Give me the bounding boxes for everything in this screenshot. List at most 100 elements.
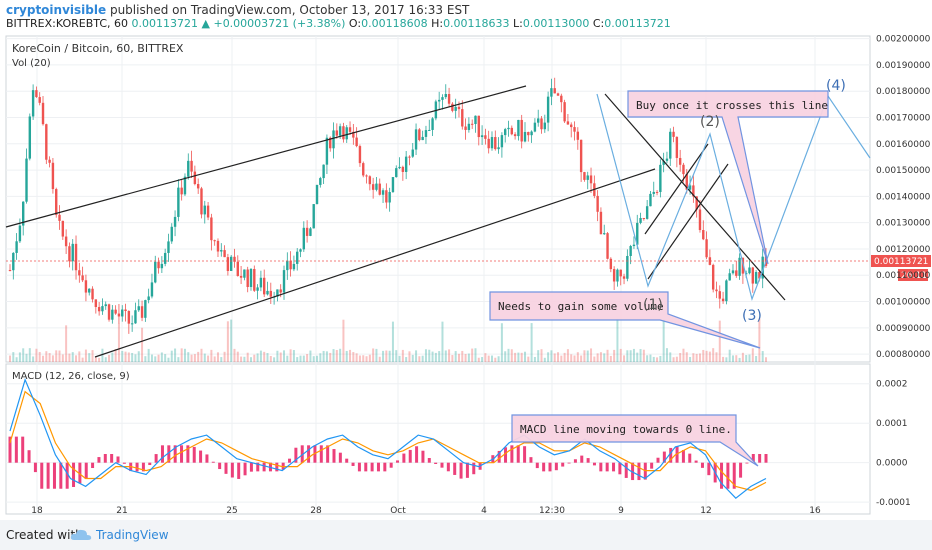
volume-bar — [626, 350, 629, 362]
candle-body — [84, 280, 88, 293]
macd-histogram-bar — [243, 462, 247, 476]
candle-body — [312, 204, 315, 229]
volume-bar — [75, 355, 78, 362]
macd-pane[interactable] — [5, 363, 871, 515]
candle-body — [688, 185, 692, 190]
macd-histogram-bar — [338, 452, 342, 463]
candle-body — [484, 135, 487, 139]
volume-bar — [216, 352, 219, 362]
volume-bar — [213, 356, 216, 362]
time-tick-label: 4 — [481, 506, 487, 516]
macd-histogram-bar — [370, 462, 374, 472]
volume-bar — [573, 355, 576, 362]
volume-bar — [355, 353, 358, 362]
candle-body — [678, 157, 682, 165]
candle-body — [107, 304, 111, 320]
volume-bar — [375, 348, 378, 362]
candle-body — [157, 261, 160, 269]
macd-histogram-bar — [516, 445, 520, 463]
volume-bar — [253, 354, 256, 362]
macd-histogram-bar — [681, 449, 685, 463]
volume-bar — [306, 354, 309, 362]
volume-bar — [596, 353, 599, 362]
volume-bar — [197, 351, 200, 362]
volume-bar — [296, 357, 299, 362]
macd-histogram-bar — [421, 450, 425, 463]
candle-body — [229, 256, 233, 271]
volume-bar — [335, 350, 338, 362]
candle-body — [345, 127, 348, 140]
wave-label-3: (3) — [742, 308, 762, 324]
candle-body — [507, 127, 510, 130]
volume-bar — [606, 349, 609, 362]
candle-body — [639, 218, 642, 223]
volume-bar — [461, 350, 464, 362]
volume-bar — [273, 357, 276, 362]
volume-bar — [751, 348, 754, 362]
author-link[interactable]: cryptoinvisible — [6, 3, 107, 17]
volume-bar — [613, 349, 616, 362]
candle-body — [253, 268, 256, 291]
volume-bar — [391, 321, 394, 362]
volume-bar — [451, 355, 454, 362]
volume-bar — [722, 356, 725, 362]
macd-histogram-bar — [408, 449, 412, 463]
macd-histogram-bar — [688, 453, 692, 463]
candle-body — [517, 119, 520, 137]
candle-body — [494, 137, 497, 150]
volume-bar — [187, 352, 190, 362]
volume-bar — [524, 351, 527, 362]
macd-histogram-bar — [618, 462, 622, 475]
candle-body — [642, 218, 646, 220]
volume-bar — [193, 354, 196, 362]
time-axis[interactable]: 18 21 25 28 Oct 4 12:30 9 12 16 — [31, 506, 821, 516]
tradingview-cloud-icon — [70, 529, 92, 540]
volume-bar — [405, 357, 408, 362]
candle-body — [203, 205, 206, 215]
volume-bar — [629, 350, 632, 362]
volume-bar — [500, 323, 503, 362]
price-axis[interactable]: 0.00200000 0.00190000 0.00180000 0.00170000… — [876, 35, 931, 360]
candle-body — [652, 191, 655, 194]
candle-body — [381, 190, 385, 195]
chart-canvas[interactable]: 0.00113721 26:11 KoreCoin / Bitcoin, 60,… — [0, 34, 932, 520]
volume-bar — [609, 355, 612, 362]
volume-bar — [547, 352, 550, 362]
tradingview-link[interactable]: TradingView — [96, 528, 169, 542]
candle-body — [669, 131, 672, 159]
channel-bottom-line — [94, 168, 656, 358]
candle-body — [375, 183, 378, 190]
volume-bar — [144, 356, 147, 362]
annotation-macd[interactable]: MACD line moving towards 0 line. — [511, 414, 759, 467]
macd-histogram-bar — [249, 462, 253, 472]
volume-bar — [685, 352, 688, 362]
macd-histogram-bar — [84, 462, 88, 479]
volume-bar — [42, 355, 45, 362]
candle-body — [144, 300, 147, 318]
volume-bar — [200, 348, 203, 362]
macd-histogram-bar — [27, 450, 31, 463]
macd-histogram-bar — [472, 462, 476, 475]
annotation-buy[interactable]: Buy once it crosses this line — [627, 90, 829, 265]
candle-body — [193, 171, 197, 185]
volume-bar — [527, 356, 530, 362]
volume-bar — [38, 351, 41, 362]
candle-body — [200, 188, 203, 215]
annotation-volume-text: Needs to gain some volume — [498, 300, 664, 313]
volume-bar — [761, 351, 764, 362]
candle-body — [718, 291, 721, 299]
volume-bar — [68, 353, 71, 362]
volume-bar — [325, 351, 328, 362]
time-tick-label: 16 — [809, 506, 821, 516]
macd-histogram-bar — [637, 462, 641, 481]
candle-body — [556, 93, 560, 96]
volume-bar — [299, 355, 302, 362]
flag-top-line — [644, 143, 709, 235]
wave-label-4: (4) — [826, 78, 846, 94]
downtrend-line — [604, 93, 786, 301]
macd-histogram-bar — [192, 446, 196, 463]
macd-axis[interactable]: 0.0002 0.0001 0.0000 -0.0001 — [876, 380, 911, 508]
volume-bar — [230, 319, 233, 362]
annotation-volume[interactable]: Needs to gain some volume — [489, 291, 761, 349]
macd-lines — [8, 378, 768, 500]
